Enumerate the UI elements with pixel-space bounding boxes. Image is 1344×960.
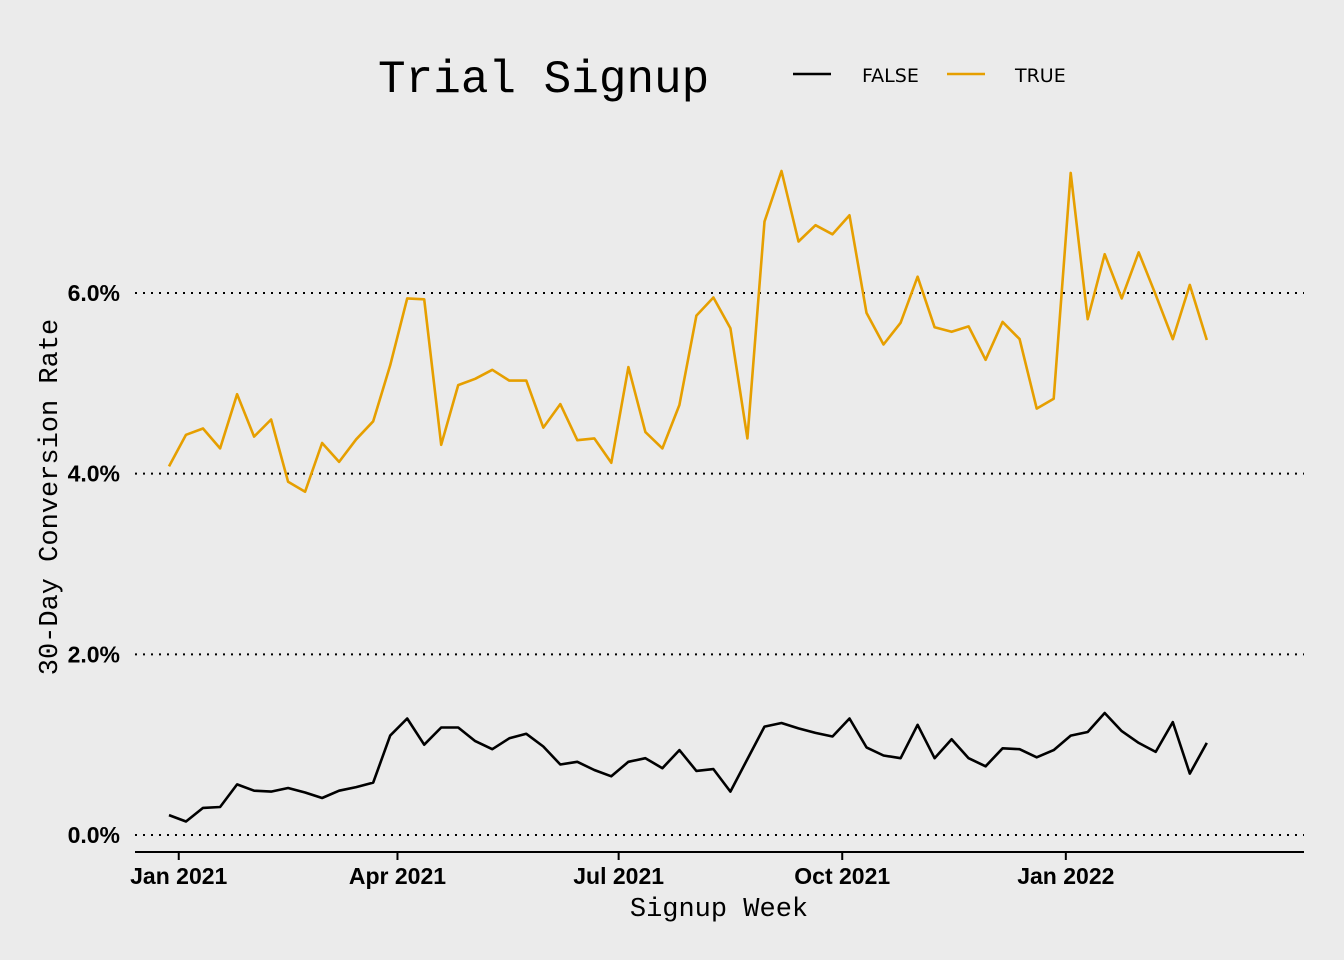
x-tick-label-1: Apr 2021	[349, 863, 446, 889]
y-tick-label-1: 2.0%	[68, 641, 120, 667]
x-tick-label-2: Jul 2021	[573, 863, 664, 889]
x-tick-label-4: Jan 2022	[1017, 863, 1114, 889]
x-tick-label-3: Oct 2021	[794, 863, 890, 889]
series-line-false	[168, 711, 1208, 823]
chart-title: Trial Signup	[378, 54, 709, 106]
axes: 0.0% 2.0% 4.0% 6.0% Jan 2021 Apr 2021 Jul 2021…	[68, 280, 1304, 889]
legend-label-true: TRUE	[1014, 65, 1066, 87]
x-tick-label-0: Jan 2021	[130, 863, 227, 889]
y-axis-title: 30-Day Conversion Rate	[36, 319, 66, 675]
y-tick-label-2: 4.0%	[68, 461, 120, 487]
legend-label-false: FALSE	[862, 65, 919, 87]
gridlines	[135, 292, 1304, 836]
series-line-true	[167, 169, 1209, 494]
legend: FALSE TRUE	[793, 65, 1066, 87]
series-lines	[167, 169, 1209, 823]
y-tick-label-0: 0.0%	[68, 822, 120, 848]
x-axis-title: Signup Week	[630, 895, 808, 925]
y-tick-label-3: 6.0%	[68, 280, 120, 306]
